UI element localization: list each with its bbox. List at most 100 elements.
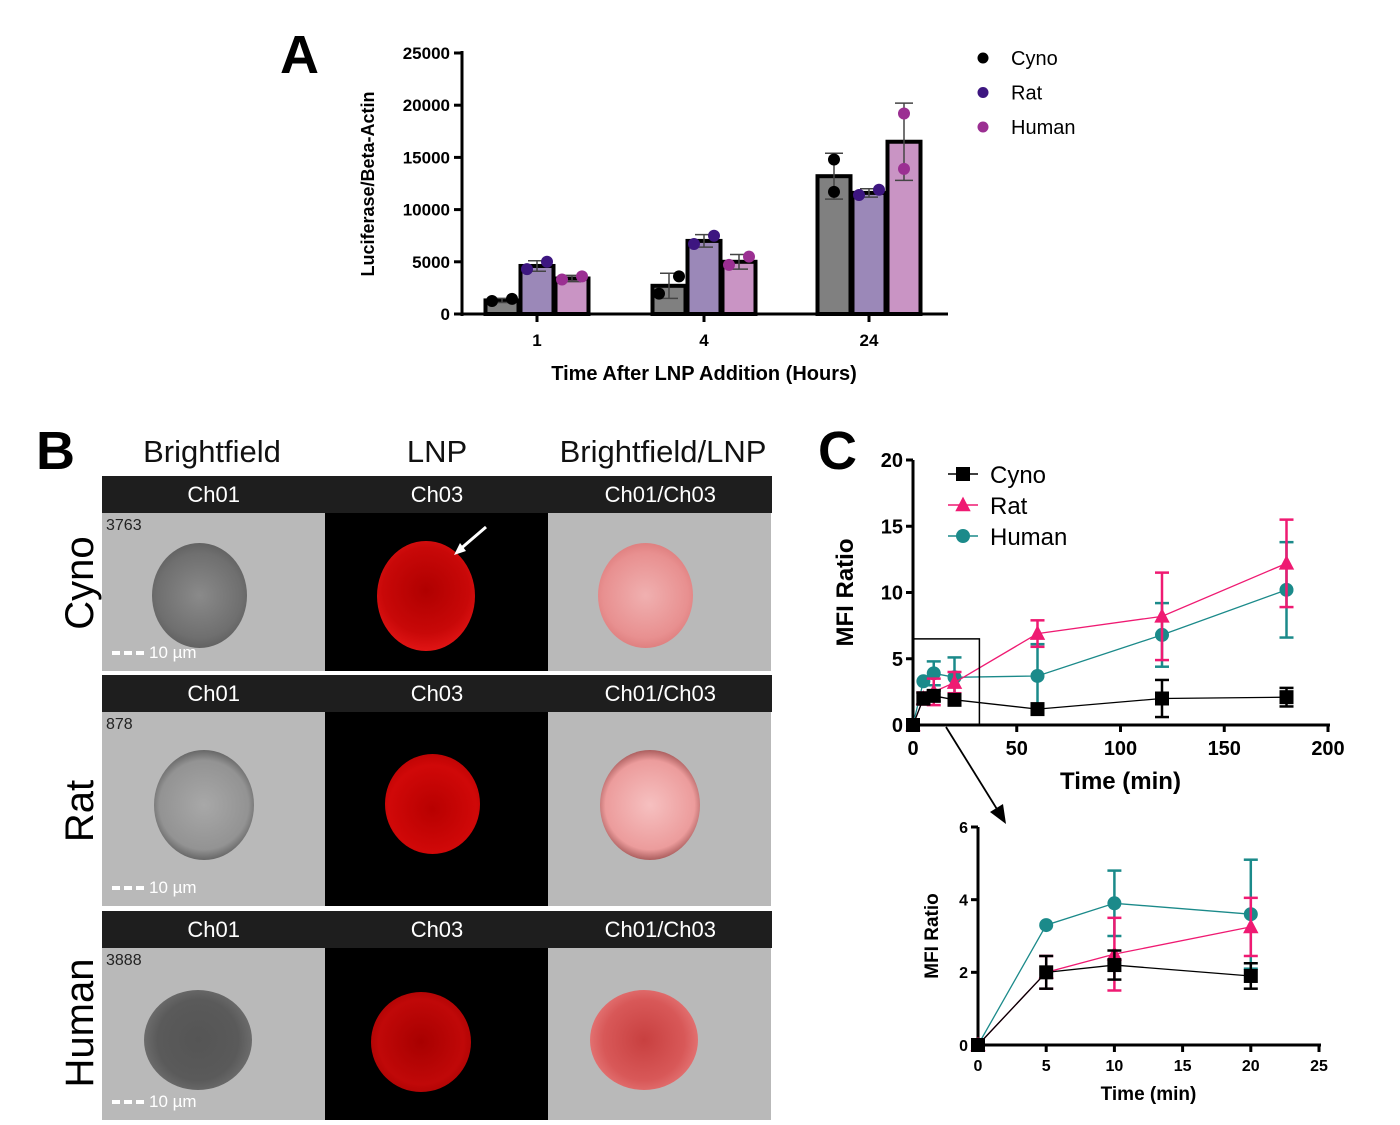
data-point-human [723,258,735,271]
data-point-human [898,162,910,175]
column-header-lnp: LNP [406,434,468,469]
y-tick-label: 20 [881,450,903,472]
bar-rat [850,190,888,316]
x-tick-label: 0 [907,738,918,760]
channel-label: Ch01 [187,681,240,706]
data-point-cyno [1243,968,1258,983]
y-tick-label: 4 [959,892,968,909]
human-brightfield-image: 3888 10 µm [102,948,325,1120]
y-tick-label: 6 [959,820,968,837]
legend-label-rat: Rat [990,493,1028,520]
legend-marker-rat [955,496,971,512]
legend-label-rat: Rat [1011,83,1043,105]
channel-label: Ch03 [410,482,464,507]
data-point-rat [688,238,700,251]
panel-a-letter: A [280,25,319,85]
data-point-rat [873,183,885,196]
data-point-cyno [1155,691,1169,706]
data-point-human [1030,668,1045,683]
y-axis-label: MFI Ratio [832,539,859,647]
channel-label: Ch03 [410,681,464,706]
data-point-human [1107,896,1122,911]
y-tick-label: 10000 [403,201,450,220]
x-tick-label: 25 [1310,1058,1328,1075]
column-header-brightfield: Brightfield [143,434,281,469]
x-tick-label: 1 [532,331,541,350]
zoom-arrow-line [945,726,1001,815]
data-point-cyno [506,292,518,305]
data-point-human [926,666,941,681]
data-point-rat [1154,607,1170,623]
cell [385,754,480,854]
data-point-rat [853,188,865,201]
data-point-rat [946,674,963,689]
y-tick-label: 10 [881,583,903,605]
cell [144,990,252,1090]
y-tick-label: 15 [881,516,903,538]
data-point-cyno [828,185,840,198]
cell [600,750,700,860]
y-tick-label: 15000 [403,148,450,167]
channel-label: Ch01/Ch03 [604,681,716,706]
channel-header-bar: Ch01 Ch03 Ch01/Ch03 [102,911,772,948]
y-tick-label: 0 [892,715,903,737]
row-label-rat: Rat [58,779,102,843]
data-point-cyno [971,1038,985,1052]
x-tick-label: 100 [1104,738,1137,760]
series-line-human [977,902,1251,1046]
channel-label: Ch03 [410,917,464,942]
data-point-cyno [828,153,840,166]
rat-lnp-image [325,712,548,906]
x-axis-label: Time (min) [1101,1084,1197,1105]
legend-marker-rat [977,87,989,98]
legend-label-human: Human [990,524,1067,551]
y-tick-label: 5 [892,649,903,671]
data-point-cyno [1039,965,1054,980]
data-point-cyno [947,692,962,707]
zoom-arrow-head-icon [990,804,1006,824]
channel-label: Ch01/Ch03 [604,482,716,507]
x-tick-label: 200 [1311,738,1344,760]
cyno-brightfield-image: 3763 10 µm [102,513,325,671]
cell [154,750,254,860]
data-point-rat [708,229,720,242]
data-point-cyno [486,294,498,307]
cyno-overlay-image [548,513,771,671]
data-point-rat [1029,625,1046,640]
x-tick-label: 150 [1208,738,1241,760]
image-id: 3763 [106,517,142,534]
y-tick-label: 25000 [403,44,450,63]
cell [590,990,698,1090]
channel-header-bar: Ch01 Ch03 Ch01/Ch03 [102,476,772,513]
cell [152,543,247,648]
x-tick-label: 5 [1042,1058,1051,1075]
x-tick-label: 15 [1174,1058,1192,1075]
channel-label: Ch01 [187,917,240,942]
column-header-overlay: Brightfield/LNP [559,434,767,469]
data-point-rat [1278,554,1295,570]
y-tick-label: 5000 [412,253,450,272]
panel-c-letter: C [818,421,857,481]
legend-label-human: Human [1011,117,1075,139]
data-point-cyno [653,287,665,300]
cyno-lnp-image [325,513,548,671]
data-point-cyno [1107,958,1122,973]
row-label-cyno: Cyno [58,536,102,630]
legend-marker-human [956,529,970,543]
data-point-rat [521,263,533,276]
legend-label-cyno: Cyno [1011,48,1058,70]
x-tick-label: 24 [860,331,879,350]
y-axis-label: Luciferase/Beta-Actin [358,91,378,276]
legend-label-cyno: Cyno [990,462,1046,489]
scale-bar: 10 µm [112,878,197,898]
scale-bar: 10 µm [112,643,197,663]
cell [598,543,693,648]
legend-marker-human [977,121,989,133]
channel-label: Ch01 [187,482,240,507]
data-point-cyno [926,688,941,703]
y-tick-label: 20000 [403,96,450,115]
data-point-rat [1243,918,1259,934]
data-point-cyno [673,270,685,283]
y-axis-label: MFI Ratio [922,893,943,979]
panel-b-letter: B [36,421,75,481]
